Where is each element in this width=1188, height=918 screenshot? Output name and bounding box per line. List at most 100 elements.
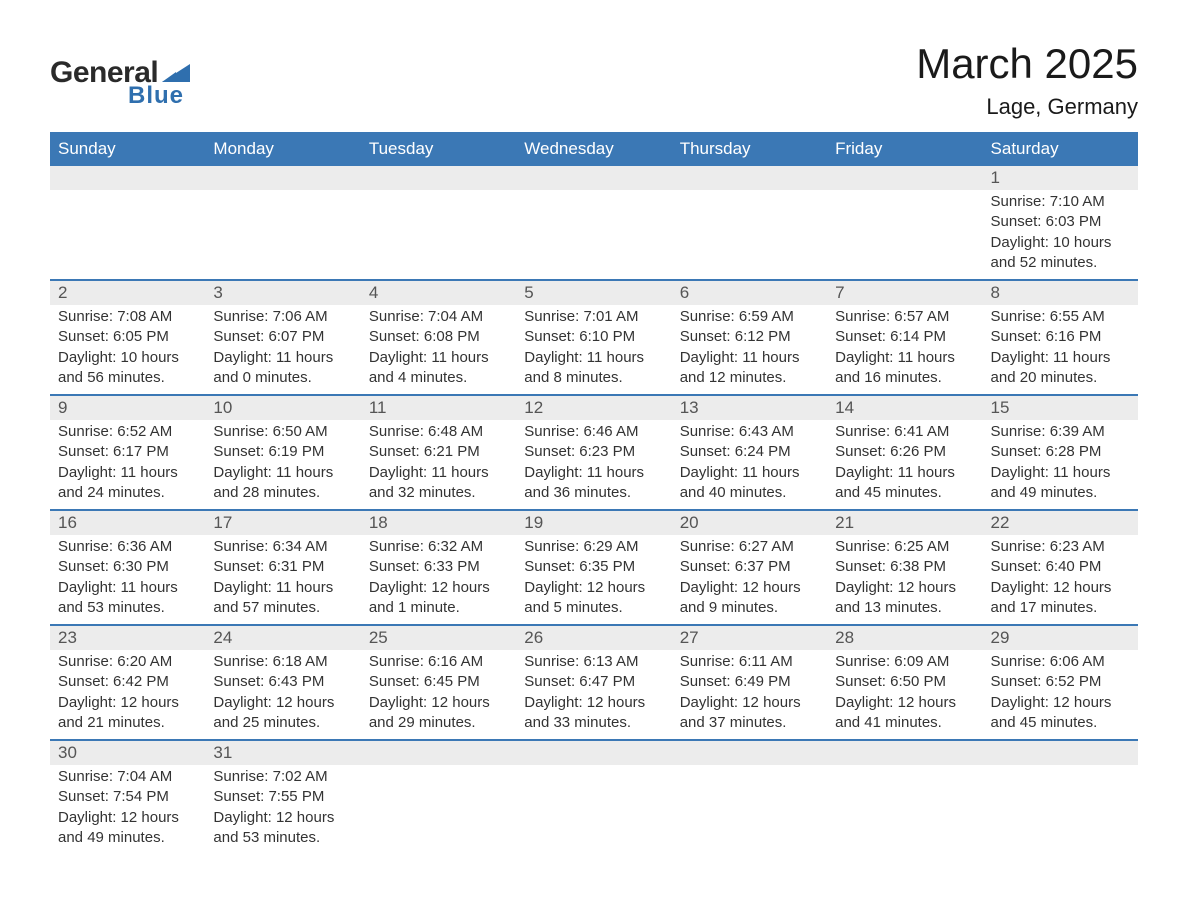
- sunset-line: Sunset: 6:16 PM: [991, 327, 1130, 347]
- day-number: 14: [827, 396, 982, 420]
- sunset-line: Sunset: 6:07 PM: [213, 327, 352, 347]
- daylight-line: Daylight: 11 hours and 8 minutes.: [524, 348, 663, 389]
- sunset-line: Sunset: 6:08 PM: [369, 327, 508, 347]
- location: Lage, Germany: [916, 94, 1138, 120]
- day-number: [983, 741, 1138, 765]
- day-header-row: SundayMondayTuesdayWednesdayThursdayFrid…: [50, 133, 1138, 165]
- calendar-table: SundayMondayTuesdayWednesdayThursdayFrid…: [50, 132, 1138, 854]
- sunrise-line: Sunrise: 6:43 AM: [680, 422, 819, 442]
- day-cell: [361, 190, 516, 218]
- day-number: 29: [983, 626, 1138, 650]
- day-number: 9: [50, 396, 205, 420]
- sunrise-line: Sunrise: 7:04 AM: [58, 767, 197, 787]
- day-number: 1: [983, 166, 1138, 190]
- sunrise-line: Sunrise: 6:34 AM: [213, 537, 352, 557]
- sunrise-line: Sunrise: 6:16 AM: [369, 652, 508, 672]
- day-number: [361, 741, 516, 765]
- sunrise-line: Sunrise: 7:10 AM: [991, 192, 1130, 212]
- sunset-line: Sunset: 6:23 PM: [524, 442, 663, 462]
- day-number: 20: [672, 511, 827, 535]
- day-header: Friday: [827, 133, 982, 165]
- day-cell: Sunrise: 6:50 AMSunset: 6:19 PMDaylight:…: [205, 420, 360, 509]
- day-number: 5: [516, 281, 671, 305]
- day-cell: Sunrise: 6:13 AMSunset: 6:47 PMDaylight:…: [516, 650, 671, 739]
- sunrise-line: Sunrise: 6:48 AM: [369, 422, 508, 442]
- day-number: 2: [50, 281, 205, 305]
- day-number: 10: [205, 396, 360, 420]
- daylight-line: Daylight: 12 hours and 17 minutes.: [991, 578, 1130, 619]
- day-number: 25: [361, 626, 516, 650]
- day-cell: [50, 190, 205, 218]
- day-number: 21: [827, 511, 982, 535]
- day-number: 27: [672, 626, 827, 650]
- sunset-line: Sunset: 6:52 PM: [991, 672, 1130, 692]
- day-cell: Sunrise: 6:20 AMSunset: 6:42 PMDaylight:…: [50, 650, 205, 739]
- daylight-line: Daylight: 12 hours and 49 minutes.: [58, 808, 197, 849]
- day-cell: Sunrise: 6:09 AMSunset: 6:50 PMDaylight:…: [827, 650, 982, 739]
- day-cell: [983, 765, 1138, 793]
- day-number: [516, 741, 671, 765]
- logo-text-blue: Blue: [128, 82, 184, 110]
- sunset-line: Sunset: 6:35 PM: [524, 557, 663, 577]
- sunrise-line: Sunrise: 6:50 AM: [213, 422, 352, 442]
- day-header: Wednesday: [516, 133, 671, 165]
- sunset-line: Sunset: 6:42 PM: [58, 672, 197, 692]
- day-cell: [672, 765, 827, 793]
- sunrise-line: Sunrise: 6:52 AM: [58, 422, 197, 442]
- sunrise-line: Sunrise: 6:29 AM: [524, 537, 663, 557]
- day-number: 19: [516, 511, 671, 535]
- sunset-line: Sunset: 6:26 PM: [835, 442, 974, 462]
- week-body-row: Sunrise: 7:08 AMSunset: 6:05 PMDaylight:…: [50, 305, 1138, 395]
- sunset-line: Sunset: 6:10 PM: [524, 327, 663, 347]
- day-cell: Sunrise: 7:02 AMSunset: 7:55 PMDaylight:…: [205, 765, 360, 854]
- sunset-line: Sunset: 6:19 PM: [213, 442, 352, 462]
- day-number: 30: [50, 741, 205, 765]
- day-number: [827, 166, 982, 190]
- daylight-line: Daylight: 12 hours and 9 minutes.: [680, 578, 819, 619]
- daylight-line: Daylight: 10 hours and 56 minutes.: [58, 348, 197, 389]
- daylight-line: Daylight: 11 hours and 4 minutes.: [369, 348, 508, 389]
- sunset-line: Sunset: 6:38 PM: [835, 557, 974, 577]
- daylight-line: Daylight: 11 hours and 16 minutes.: [835, 348, 974, 389]
- day-number: [361, 166, 516, 190]
- daylight-line: Daylight: 12 hours and 21 minutes.: [58, 693, 197, 734]
- day-cell: Sunrise: 7:06 AMSunset: 6:07 PMDaylight:…: [205, 305, 360, 394]
- sunset-line: Sunset: 7:54 PM: [58, 787, 197, 807]
- day-number: [672, 166, 827, 190]
- sunset-line: Sunset: 6:28 PM: [991, 442, 1130, 462]
- day-cell: Sunrise: 7:10 AMSunset: 6:03 PMDaylight:…: [983, 190, 1138, 279]
- daylight-line: Daylight: 11 hours and 32 minutes.: [369, 463, 508, 504]
- day-number: 3: [205, 281, 360, 305]
- day-cell: Sunrise: 6:11 AMSunset: 6:49 PMDaylight:…: [672, 650, 827, 739]
- sunrise-line: Sunrise: 6:41 AM: [835, 422, 974, 442]
- day-cell: Sunrise: 6:46 AMSunset: 6:23 PMDaylight:…: [516, 420, 671, 509]
- sunrise-line: Sunrise: 6:25 AM: [835, 537, 974, 557]
- day-cell: Sunrise: 6:27 AMSunset: 6:37 PMDaylight:…: [672, 535, 827, 624]
- daylight-line: Daylight: 11 hours and 53 minutes.: [58, 578, 197, 619]
- day-number: 28: [827, 626, 982, 650]
- day-number: 12: [516, 396, 671, 420]
- day-number: [827, 741, 982, 765]
- sunset-line: Sunset: 6:49 PM: [680, 672, 819, 692]
- day-number: 11: [361, 396, 516, 420]
- daylight-line: Daylight: 11 hours and 20 minutes.: [991, 348, 1130, 389]
- daylight-line: Daylight: 11 hours and 0 minutes.: [213, 348, 352, 389]
- day-number: [50, 166, 205, 190]
- sunset-line: Sunset: 6:17 PM: [58, 442, 197, 462]
- day-number: 26: [516, 626, 671, 650]
- sunrise-line: Sunrise: 7:02 AM: [213, 767, 352, 787]
- week-body-row: Sunrise: 6:36 AMSunset: 6:30 PMDaylight:…: [50, 535, 1138, 625]
- day-cell: [361, 765, 516, 793]
- day-number: 24: [205, 626, 360, 650]
- day-cell: Sunrise: 7:01 AMSunset: 6:10 PMDaylight:…: [516, 305, 671, 394]
- week-number-row: 16171819202122: [50, 510, 1138, 535]
- sunrise-line: Sunrise: 7:08 AM: [58, 307, 197, 327]
- sunset-line: Sunset: 6:40 PM: [991, 557, 1130, 577]
- sunrise-line: Sunrise: 6:23 AM: [991, 537, 1130, 557]
- day-cell: Sunrise: 6:36 AMSunset: 6:30 PMDaylight:…: [50, 535, 205, 624]
- week-body-row: Sunrise: 7:04 AMSunset: 7:54 PMDaylight:…: [50, 765, 1138, 854]
- sunrise-line: Sunrise: 6:09 AM: [835, 652, 974, 672]
- daylight-line: Daylight: 11 hours and 36 minutes.: [524, 463, 663, 504]
- sunrise-line: Sunrise: 6:32 AM: [369, 537, 508, 557]
- daylight-line: Daylight: 11 hours and 45 minutes.: [835, 463, 974, 504]
